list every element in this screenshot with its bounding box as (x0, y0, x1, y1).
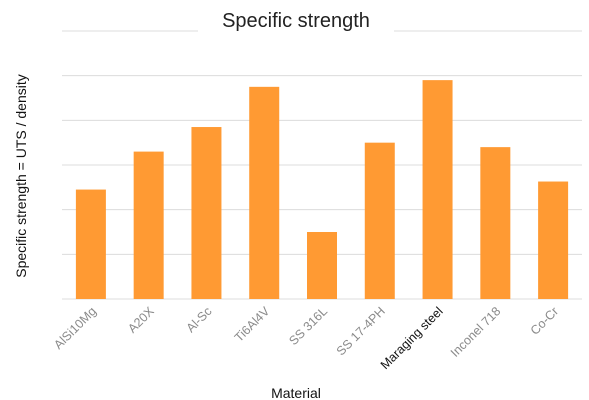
x-axis-title: Material (271, 385, 321, 400)
bar-maraging-steel (422, 80, 453, 299)
bar-a20x (133, 151, 164, 299)
chart-title: Specific strength (222, 10, 370, 32)
bar-inconel-718 (480, 147, 511, 299)
bar-ss-17-4ph (364, 142, 395, 299)
bar-alsi10mg (75, 189, 106, 299)
bar-ss-316l (307, 232, 337, 299)
bars (75, 80, 569, 300)
title-background (198, 6, 394, 36)
y-axis-title: Specific strength = UTS / density (13, 74, 29, 277)
bar-al-sc (191, 127, 222, 300)
bar-co-cr (538, 181, 569, 299)
bar-ti6al4v (249, 86, 280, 299)
